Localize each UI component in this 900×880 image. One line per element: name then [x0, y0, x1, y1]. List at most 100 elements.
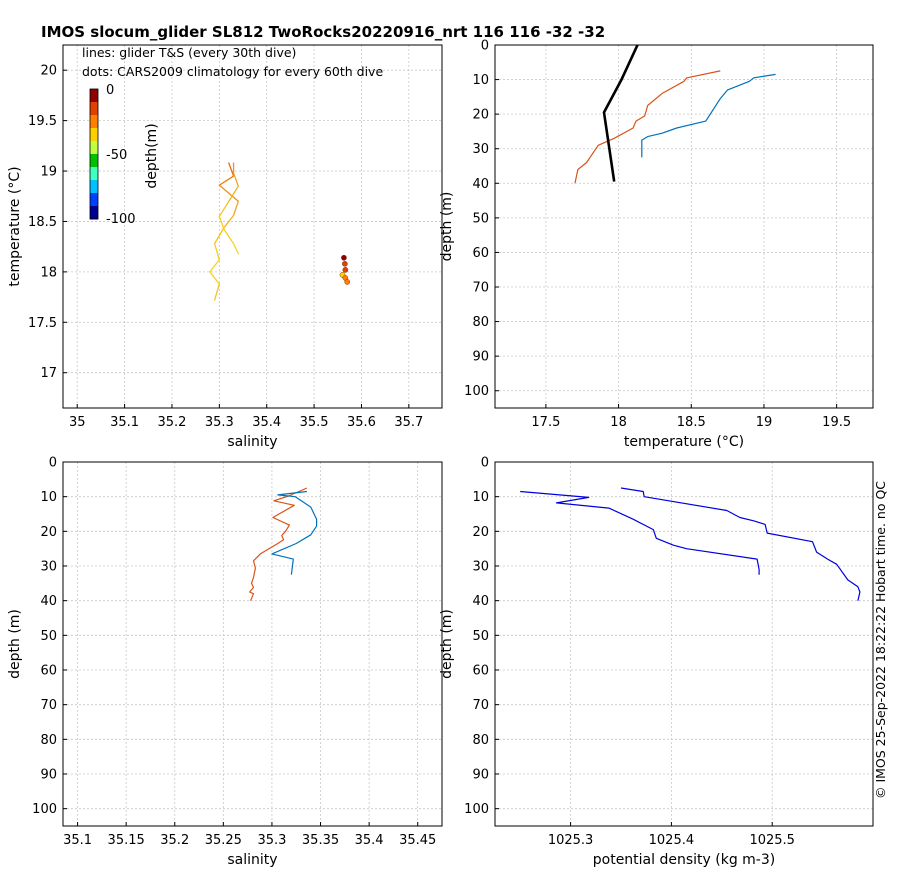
colorbar-gradient	[89, 88, 99, 220]
y-tick-label: 100	[32, 802, 57, 817]
panel-salinity-profile: 35.1 35.15 35.2 35.25 35.3 35.35 35.4 35.45 0 10 2…	[7, 456, 443, 868]
grid-lines	[63, 45, 442, 408]
panel-ts-diagram: 35 35.1 35.2 35.3 35.4 35.5 35.6 35.7 17 17.5 18 18…	[7, 44, 443, 450]
y-tick-label: 0	[49, 456, 57, 471]
glider-ts-segment	[228, 185, 239, 202]
x-tick-label: 35.7	[394, 415, 423, 430]
climatology-dot	[342, 267, 349, 273]
y-tick-label: 70	[472, 698, 489, 713]
y-tick-label: 60	[472, 664, 489, 679]
x-tick-label: 35.4	[252, 415, 281, 430]
glider-profile-line	[620, 487, 861, 601]
glider-ts-segment	[213, 242, 220, 261]
y-tick-label: 90	[40, 768, 57, 783]
data-marks	[574, 44, 776, 184]
glider-ts-segment	[218, 184, 239, 202]
x-axis-label: potential density (kg m-3)	[593, 852, 775, 868]
x-tick-label: 35.6	[347, 415, 376, 430]
tick-labels: 35 35.1 35.2 35.3 35.4 35.5 35.6 35.7 17 17.5 18 18…	[28, 64, 423, 430]
y-tick-label: 40	[40, 594, 57, 609]
y-tick-label: 80	[472, 733, 489, 748]
x-tick-label: 35.2	[157, 415, 186, 430]
axes-frame	[62, 44, 443, 409]
y-axis-label: depth (m)	[439, 609, 455, 679]
y-tick-label: 20	[472, 108, 489, 123]
grid-lines	[495, 44, 873, 408]
y-tick-label: 90	[472, 350, 489, 365]
colorbar-segment	[90, 180, 98, 194]
grid-lines	[63, 461, 442, 826]
x-tick-label: 35.4	[355, 833, 384, 848]
climatology-dot	[341, 254, 347, 261]
colorbar-segment	[90, 141, 98, 155]
y-tick-label: 40	[472, 177, 489, 192]
x-tick-label: 1025.5	[749, 833, 795, 848]
tick-labels: 17.5 18 18.5 19 19.5 0 10 20 30 40 50 60 70 80 90 100	[464, 39, 851, 431]
y-tick-label: 30	[472, 142, 489, 157]
y-tick-label: 30	[40, 560, 57, 575]
y-tick-label: 90	[472, 768, 489, 783]
y-tick-label: 18.5	[28, 215, 57, 230]
x-tick-label: 1025.3	[548, 833, 594, 848]
panel-temperature-profile: 17.5 18 18.5 19 19.5 0 10 20 30 40 50 60 70 80 90 100 t…	[439, 39, 874, 450]
glider-ts-segment	[218, 175, 235, 186]
y-tick-label: 60	[472, 246, 489, 261]
annotation-lines: lines: glider T&S (every 30th dive)	[82, 45, 296, 60]
y-tick-label: 19.5	[28, 114, 57, 129]
y-axis-label: temperature (°C)	[7, 166, 23, 286]
glider-profile-line	[249, 487, 308, 601]
glider-ts-segment	[218, 200, 230, 218]
y-tick-label: 100	[464, 802, 489, 817]
glider-ts-segment	[218, 215, 225, 231]
glider-ts-segment	[209, 271, 220, 285]
x-tick-label: 18.5	[677, 415, 706, 430]
glider-ts-segment	[223, 214, 235, 229]
y-tick-label: 20	[40, 64, 57, 79]
credit-text: © IMOS 25-Sep-2022 18:22:22 Hobart time.…	[873, 481, 888, 799]
x-axis-label: salinity	[227, 852, 277, 868]
grid-lines	[495, 461, 873, 826]
colorbar-segment	[90, 206, 98, 220]
data-marks	[209, 162, 351, 301]
axes-frame	[494, 461, 874, 827]
colorbar-segment	[90, 89, 98, 103]
y-tick-label: 17.5	[28, 316, 57, 331]
colorbar-segment	[90, 193, 98, 207]
y-tick-label: 0	[481, 39, 489, 54]
axes-frame	[494, 44, 874, 409]
x-tick-label: 35.45	[399, 833, 436, 848]
y-tick-label: 20	[40, 525, 57, 540]
glider-ts-segment	[232, 242, 239, 255]
x-tick-label: 35.3	[205, 415, 234, 430]
figure-title: IMOS slocum_glider SL812 TwoRocks2022091…	[41, 23, 605, 41]
data-marks	[249, 487, 318, 601]
y-tick-label: 50	[472, 629, 489, 644]
tick-labels: 35.1 35.15 35.2 35.25 35.3 35.35 35.4 35.45 0 10 2…	[32, 456, 436, 849]
y-tick-label: 100	[464, 384, 489, 399]
y-tick-label: 30	[472, 560, 489, 575]
y-tick-label: 10	[472, 490, 489, 505]
y-tick-label: 40	[472, 594, 489, 609]
tick-labels: 1025.3 1025.4 1025.5 0 10 20 30 40 50 60 70 80 90 100	[464, 456, 795, 849]
y-tick-label: 50	[472, 211, 489, 226]
y-tick-label: 50	[40, 629, 57, 644]
y-tick-label: 70	[40, 698, 57, 713]
axes-frame	[62, 461, 443, 827]
y-axis-label: depth (m)	[439, 192, 455, 262]
x-tick-label: 35.3	[257, 833, 286, 848]
colorbar-tick-minus50: -50	[106, 148, 127, 163]
glider-ts-segment	[228, 162, 235, 177]
glider-profile-line	[641, 73, 776, 158]
climatology-profile-line	[602, 44, 639, 182]
y-tick-label: 80	[40, 733, 57, 748]
colorbar-tick-0: 0	[106, 83, 114, 98]
glider-profile-line	[520, 490, 760, 575]
glider-ts-segment	[232, 200, 239, 217]
glider-profile-line	[574, 70, 721, 184]
x-tick-label: 19	[756, 415, 773, 430]
colorbar-segment	[90, 115, 98, 129]
colorbar-tick-minus100: -100	[106, 212, 136, 227]
x-tick-label: 35.15	[108, 833, 145, 848]
x-tick-label: 35	[69, 415, 86, 430]
